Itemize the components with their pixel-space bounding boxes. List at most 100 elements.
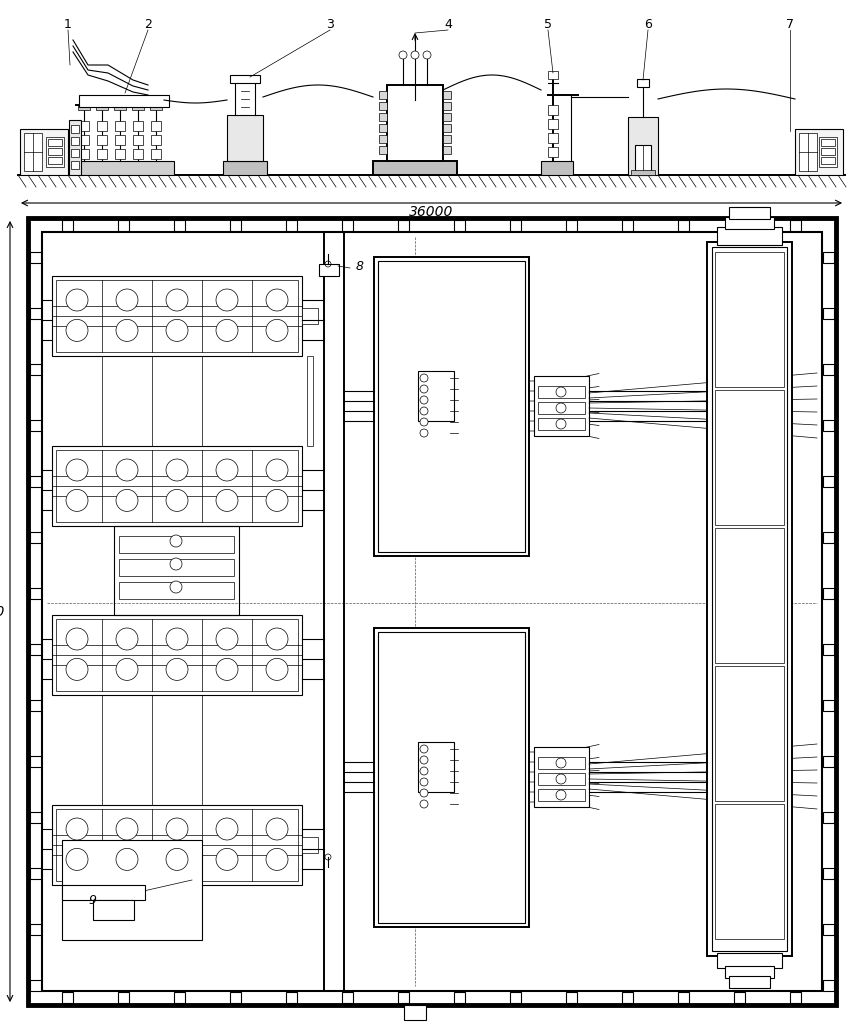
Circle shape: [420, 385, 428, 393]
Bar: [373, 161, 457, 175]
Bar: [71, 149, 79, 157]
Bar: [823, 588, 834, 599]
Bar: [790, 220, 801, 231]
Circle shape: [170, 535, 182, 547]
Text: 5: 5: [544, 17, 552, 31]
Bar: [52, 446, 302, 526]
Bar: [42, 232, 822, 991]
Bar: [715, 252, 784, 387]
Bar: [52, 805, 302, 885]
Circle shape: [66, 489, 88, 511]
Bar: [548, 119, 558, 129]
Bar: [79, 161, 174, 175]
Bar: [566, 220, 577, 231]
Circle shape: [116, 849, 138, 870]
Bar: [97, 149, 107, 159]
Circle shape: [216, 849, 238, 870]
Bar: [548, 71, 558, 79]
Circle shape: [266, 289, 288, 311]
Bar: [56, 619, 298, 690]
Bar: [115, 135, 125, 145]
Bar: [62, 992, 73, 1003]
Bar: [174, 992, 185, 1003]
Bar: [378, 261, 525, 552]
Bar: [398, 220, 409, 231]
Bar: [635, 145, 651, 175]
Circle shape: [266, 459, 288, 481]
Bar: [79, 135, 89, 145]
Bar: [715, 528, 784, 663]
Bar: [821, 157, 835, 164]
Bar: [62, 220, 73, 231]
Circle shape: [420, 789, 428, 797]
Bar: [541, 161, 573, 175]
Bar: [374, 628, 529, 928]
Bar: [790, 992, 801, 1003]
Bar: [30, 644, 41, 655]
Bar: [71, 161, 79, 169]
Bar: [30, 420, 41, 431]
Circle shape: [116, 818, 138, 840]
Bar: [538, 757, 585, 770]
Circle shape: [116, 659, 138, 680]
Text: 6: 6: [644, 17, 652, 31]
Circle shape: [66, 628, 88, 650]
Bar: [30, 756, 41, 767]
Circle shape: [556, 774, 566, 784]
Bar: [56, 450, 298, 522]
Bar: [114, 105, 126, 110]
Bar: [454, 220, 465, 231]
Circle shape: [556, 758, 566, 768]
Bar: [227, 115, 263, 161]
Bar: [379, 102, 387, 110]
Bar: [79, 121, 89, 131]
Bar: [62, 885, 145, 900]
Bar: [52, 276, 302, 356]
Bar: [823, 476, 834, 487]
Bar: [622, 220, 633, 231]
Circle shape: [266, 818, 288, 840]
Bar: [30, 252, 41, 263]
Bar: [24, 133, 42, 171]
Bar: [302, 308, 318, 324]
Circle shape: [166, 489, 188, 511]
Bar: [302, 837, 318, 853]
Bar: [119, 536, 234, 553]
Bar: [119, 582, 234, 599]
Bar: [799, 133, 817, 171]
Circle shape: [420, 745, 428, 753]
Circle shape: [116, 289, 138, 311]
Circle shape: [266, 489, 288, 511]
Bar: [286, 992, 297, 1003]
Bar: [30, 588, 41, 599]
Circle shape: [411, 51, 419, 60]
Text: 2: 2: [144, 17, 152, 31]
Bar: [823, 252, 834, 263]
Bar: [443, 124, 451, 132]
Bar: [734, 992, 745, 1003]
Bar: [734, 220, 745, 231]
Circle shape: [216, 659, 238, 680]
Bar: [404, 1005, 426, 1020]
Bar: [118, 992, 129, 1003]
Bar: [93, 900, 134, 920]
Bar: [230, 220, 241, 231]
Circle shape: [116, 489, 138, 511]
Circle shape: [556, 387, 566, 397]
Bar: [379, 113, 387, 121]
Bar: [538, 402, 585, 415]
Bar: [819, 137, 837, 167]
Circle shape: [420, 396, 428, 404]
Bar: [30, 868, 41, 879]
Bar: [379, 91, 387, 98]
Bar: [823, 364, 834, 374]
Bar: [96, 105, 108, 110]
Bar: [30, 308, 41, 319]
Bar: [30, 980, 41, 991]
Circle shape: [216, 628, 238, 650]
Bar: [133, 135, 143, 145]
Circle shape: [423, 51, 431, 60]
Bar: [821, 139, 835, 146]
Circle shape: [216, 289, 238, 311]
Bar: [119, 559, 234, 576]
